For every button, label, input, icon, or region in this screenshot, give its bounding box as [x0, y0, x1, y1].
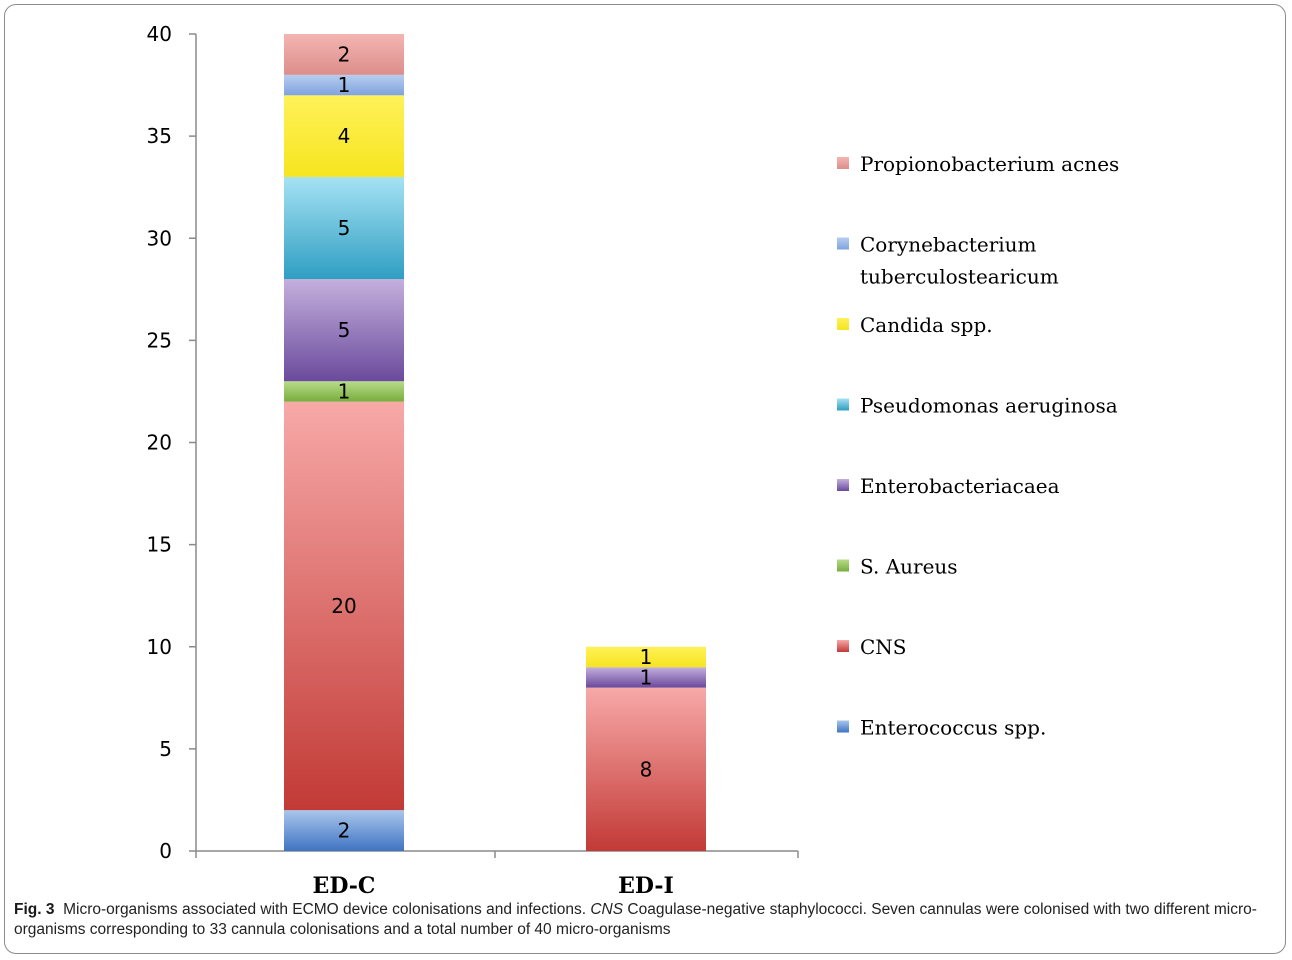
bar-segment-enterococcus-spp [284, 810, 404, 851]
data-label: 20 [331, 594, 356, 618]
x-category-label: ED-I [618, 873, 674, 899]
data-label: 1 [640, 665, 653, 689]
bar-segment-candida-spp [284, 95, 404, 177]
y-tick-label: 40 [147, 22, 172, 46]
bar-segment-cns [586, 687, 706, 851]
data-label: 1 [338, 73, 351, 97]
legend-swatch-propionobacterium-acnes [837, 157, 849, 169]
chart-legend: Propionobacterium acnes Corynebacterium tu… [837, 152, 1119, 740]
legend-swatch-cns [837, 640, 849, 652]
caption-text-1: Micro-organisms associated with ECMO dev… [63, 901, 587, 918]
y-tick-label: 5 [159, 737, 172, 761]
legend-label: Pseudomonas aeruginosa [860, 394, 1118, 418]
legend-label: Candida spp. [860, 313, 993, 337]
bar-segment-pseudomonas-aeruginosa [284, 176, 404, 280]
legend-label: Enterobacteriacaea [860, 474, 1060, 498]
y-tick-label: 15 [147, 533, 172, 557]
bar-segment-cns [284, 401, 404, 811]
y-tick-label: 20 [147, 431, 172, 455]
y-tick-label: 25 [147, 328, 172, 352]
data-label: 1 [640, 645, 653, 669]
y-tick-label: 35 [147, 124, 172, 148]
legend-label: Corynebacterium tuberculostearicum [860, 233, 1059, 289]
data-label: 2 [338, 819, 351, 843]
figure-label: Fig. 3 [14, 901, 55, 918]
bar-segment-s-aureus [284, 381, 404, 402]
data-label: 5 [338, 318, 351, 342]
bar-segment-enterobacteriacaea [586, 667, 706, 688]
data-label: 1 [338, 379, 351, 403]
caption-text-2: Coagulase-negative staphylococci. Seven … [14, 901, 1257, 938]
bar-segment-enterobacteriacaea [284, 279, 404, 382]
figure-caption: Fig. 3 Micro-organisms associated with E… [14, 900, 1274, 940]
legend-swatch-enterobacteriacaea [837, 479, 849, 491]
legend-swatch-corynebacterium-tuberculostearicum [837, 237, 849, 250]
y-tick-label: 0 [159, 839, 172, 863]
x-category-label: ED-C [313, 873, 376, 899]
legend-swatch-s-aureus [837, 559, 849, 572]
data-label: 8 [640, 757, 653, 781]
data-label: 5 [338, 216, 351, 240]
y-tick-label: 10 [147, 635, 172, 659]
bar-segment-propionobacterium-acnes [284, 34, 404, 75]
data-label: 4 [338, 124, 351, 148]
bar-segment-candida-spp [586, 646, 706, 668]
legend-label: Enterococcus spp. [860, 716, 1046, 740]
legend-label: S. Aureus [860, 555, 958, 579]
y-tick-label: 30 [147, 226, 172, 250]
legend-swatch-pseudomonas-aeruginosa [837, 398, 849, 411]
legend-label: CNS [860, 635, 907, 659]
data-label: 2 [338, 42, 351, 66]
legend-swatch-enterococcus-spp [837, 720, 849, 733]
bar-segment-corynebacterium-tuberculostearicum [284, 74, 404, 96]
caption-abbreviation: CNS [590, 901, 624, 918]
legend-swatch-candida-spp [837, 318, 849, 330]
legend-label: Propionobacterium acnes [860, 152, 1119, 176]
